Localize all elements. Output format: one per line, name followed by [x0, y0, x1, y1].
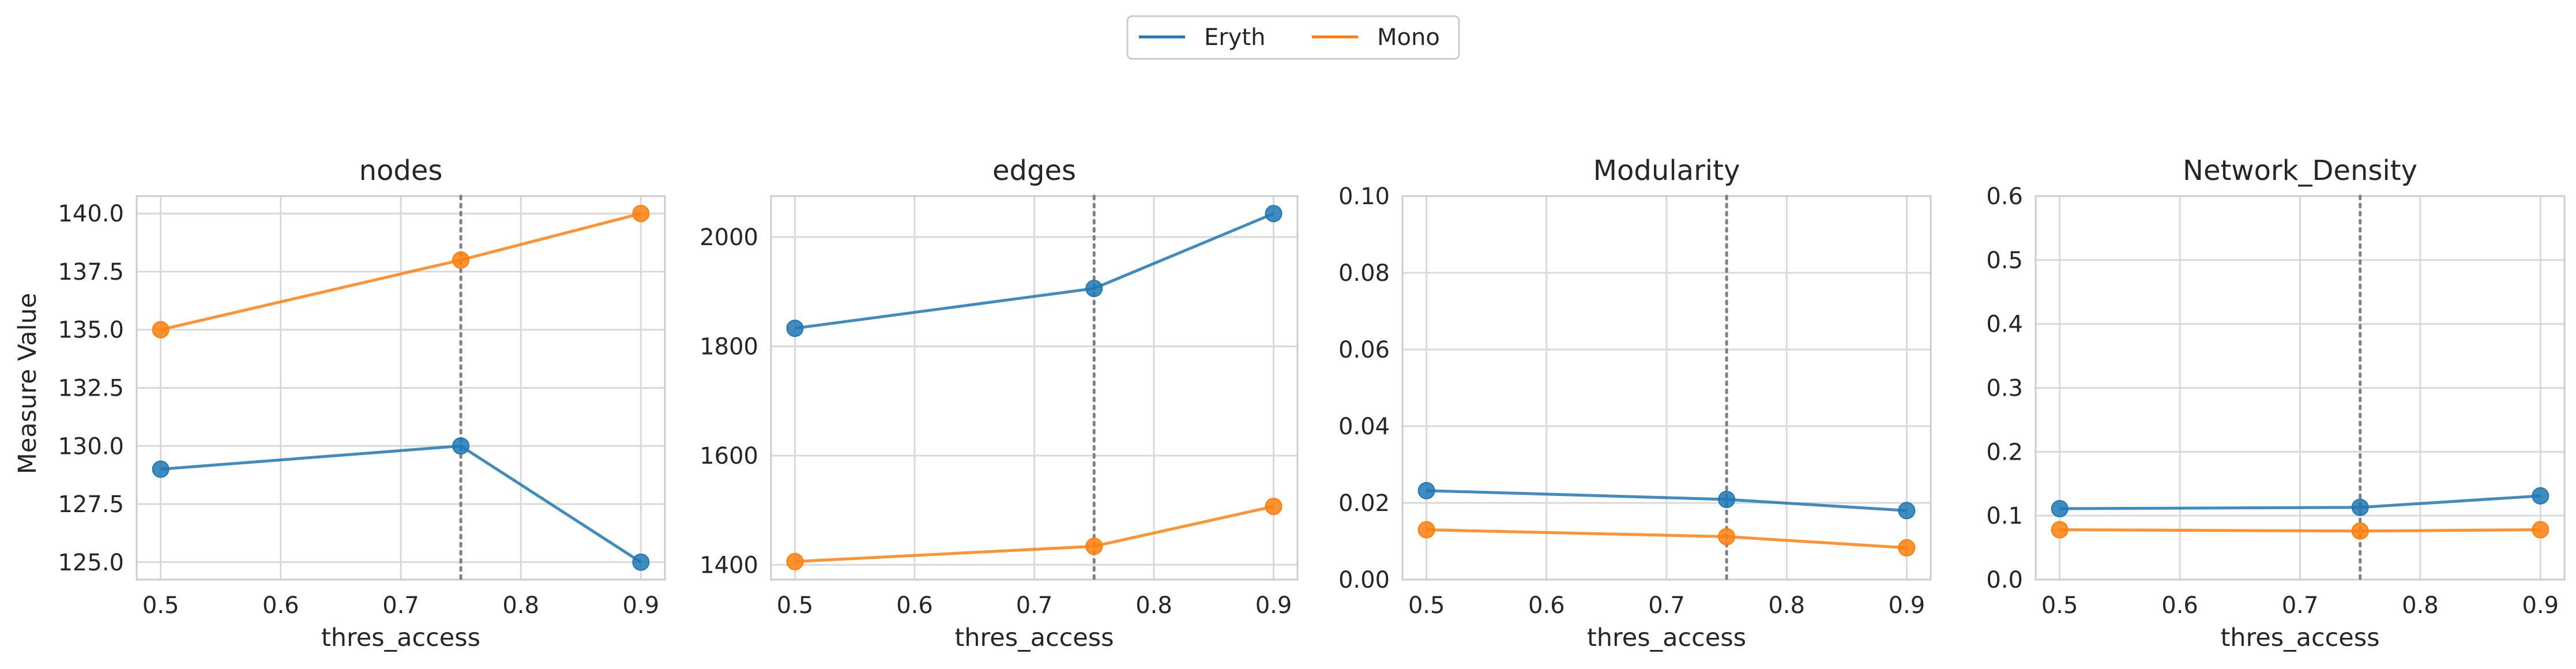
- y-tick-label: 1800: [700, 334, 758, 360]
- data-point-mono: [1265, 498, 1283, 516]
- x-tick-label: 0.6: [2161, 592, 2198, 619]
- y-tick-label: 0.6: [1986, 183, 2023, 210]
- data-point-mono: [152, 321, 170, 339]
- x-tick-label: 0.9: [1255, 592, 1292, 619]
- y-tick-label: 0.00: [1338, 567, 1390, 593]
- x-tick-label: 0.6: [262, 592, 299, 619]
- data-point-eryth: [786, 320, 804, 337]
- data-point-eryth: [152, 460, 170, 478]
- panel-nodes: 125.0 127.5 130.0 132.5 135.0 137.5 140.0 0.5 0.…: [58, 155, 666, 652]
- data-point-eryth: [1898, 502, 1916, 520]
- x-axis-label: thres_access: [1587, 623, 1746, 652]
- x-tick-label: 0.7: [1016, 592, 1053, 619]
- data-point-eryth: [1265, 205, 1283, 223]
- data-point-mono: [1417, 521, 1435, 539]
- y-tick-label: 0.1: [1986, 503, 2023, 529]
- y-tick-label: 132.5: [58, 375, 124, 402]
- plot-frame: [136, 195, 666, 581]
- data-point-eryth: [452, 437, 470, 455]
- plot-frame: [2035, 195, 2566, 581]
- y-tick-label: 0.0: [1986, 567, 2023, 593]
- y-tick-label: 1400: [700, 552, 758, 578]
- legend-label-eryth: Eryth: [1204, 24, 1265, 51]
- x-tick-label: 0.6: [1528, 592, 1565, 619]
- data-point-mono: [2532, 521, 2549, 539]
- x-axis-label: thres_access: [321, 623, 480, 652]
- data-point-mono: [1085, 538, 1103, 555]
- panel-title: Modularity: [1593, 155, 1740, 187]
- y-tick-label: 140.0: [58, 201, 124, 227]
- data-point-eryth: [1417, 482, 1435, 499]
- y-tick-label: 0.10: [1338, 183, 1390, 210]
- y-tick-label: 0.08: [1338, 260, 1390, 287]
- x-tick-label: 0.5: [777, 592, 814, 619]
- data-point-mono: [2351, 522, 2369, 540]
- series-line-mono: [2059, 528, 2541, 533]
- x-tick-label: 0.5: [1408, 592, 1445, 619]
- y-tick-label: 125.0: [58, 550, 124, 576]
- data-point-eryth: [2351, 498, 2369, 516]
- data-point-mono: [1718, 528, 1736, 546]
- x-tick-label: 0.5: [2041, 592, 2078, 619]
- y-tick-label: 0.02: [1338, 490, 1390, 517]
- data-point-eryth: [632, 553, 650, 571]
- plot-frame: [1401, 195, 1932, 581]
- y-tick-label: 0.2: [1986, 439, 2023, 465]
- shared-y-axis-label: Measure Value: [13, 293, 42, 475]
- y-tick-label: 127.5: [58, 491, 124, 518]
- x-tick-label: 0.5: [142, 592, 179, 619]
- x-tick-label: 0.8: [502, 592, 539, 619]
- data-point-mono: [632, 205, 650, 223]
- x-tick-label: 0.9: [2522, 592, 2559, 619]
- data-point-eryth: [2051, 499, 2069, 517]
- x-tick-label: 0.6: [896, 592, 933, 619]
- legend-frame: [1126, 15, 1460, 60]
- data-point-mono: [1898, 539, 1916, 557]
- x-axis-label: thres_access: [954, 623, 1114, 652]
- y-tick-label: 0.04: [1338, 414, 1390, 440]
- y-tick-label: 2000: [700, 224, 758, 251]
- y-tick-label: 0.06: [1338, 337, 1390, 363]
- x-tick-label: 0.7: [2282, 592, 2319, 619]
- y-tick-label: 137.5: [58, 259, 124, 285]
- y-tick-label: 130.0: [58, 433, 124, 460]
- plot-frame: [770, 195, 1299, 581]
- panel-title: Network_Density: [2183, 155, 2417, 187]
- x-tick-label: 0.7: [1648, 592, 1685, 619]
- x-tick-label: 0.9: [1889, 592, 1926, 619]
- x-tick-label: 0.8: [1135, 592, 1172, 619]
- legend: Eryth Mono: [1126, 15, 1460, 60]
- legend-label-mono: Mono: [1377, 24, 1440, 51]
- data-point-mono: [452, 251, 470, 269]
- panel-modularity: 0.00 0.02 0.04 0.06 0.08 0.10 0.5 0.6 0.7 0.8 0.9 M…: [1338, 155, 1932, 652]
- data-point-mono: [786, 553, 804, 570]
- x-axis-label: thres_access: [2220, 623, 2379, 652]
- y-tick-label: 135.0: [58, 317, 124, 344]
- x-tick-label: 0.7: [382, 592, 419, 619]
- panel-edges: 1400 1600 1800 2000 0.5 0.6 0.7 0.8 0.9 edges thre…: [700, 155, 1299, 652]
- x-tick-label: 0.8: [1768, 592, 1805, 619]
- y-tick-label: 0.3: [1986, 375, 2023, 402]
- y-tick-label: 0.4: [1986, 311, 2023, 338]
- y-tick-label: 0.5: [1986, 247, 2023, 274]
- data-point-mono: [2051, 521, 2069, 539]
- x-tick-label: 0.9: [623, 592, 660, 619]
- x-tick-label: 0.8: [2402, 592, 2439, 619]
- y-tick-label: 1600: [700, 443, 758, 469]
- panel-title: edges: [992, 155, 1076, 187]
- panel-title: nodes: [359, 155, 443, 187]
- data-point-eryth: [1718, 491, 1736, 509]
- data-point-eryth: [2532, 487, 2549, 505]
- data-point-eryth: [1085, 280, 1103, 298]
- panel-network-density: 0.0 0.1 0.2 0.3 0.4 0.5 0.6 0.5 0.6 0.7 0.8 0.9 Netw…: [1986, 155, 2566, 652]
